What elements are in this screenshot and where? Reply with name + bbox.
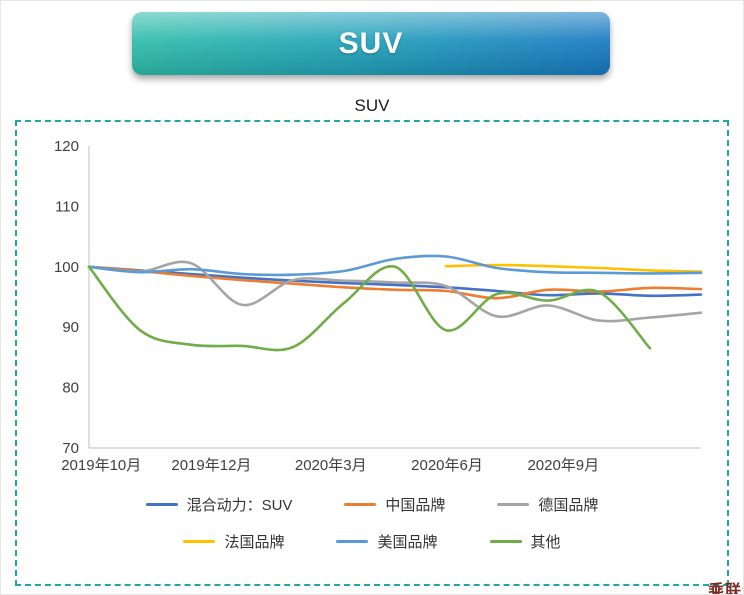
legend-item: 混合动力：SUV [145,494,293,515]
series-line-3 [444,263,703,273]
x-tick-label: 2020年6月 [411,457,483,474]
banner-title: SUV [338,26,404,60]
legend-line-swatch [497,503,530,506]
legend-label: 德国品牌 [538,497,599,514]
legend-line-swatch [183,540,216,543]
y-tick-label: 120 [54,138,79,155]
watermark-fragment: 乘联会 [707,583,743,595]
legend-line-swatch [145,503,178,506]
y-tick-label: 70 [62,440,79,457]
title-banner: SUV [132,12,610,75]
y-tick-label: 100 [54,259,79,276]
legend-item: 法国品牌 [183,531,284,552]
legend-label: 法国品牌 [224,534,285,551]
legend-row: 法国品牌 美国品牌 其他 [183,531,561,552]
x-tick-label: 2019年10月 [61,457,141,474]
chart-panel: 70 80 90 100 110 120 2019年10月 2019年12月 2020年3月 20… [15,120,729,586]
series-line-4 [87,254,703,277]
x-tick-label: 2020年3月 [295,457,367,474]
legend-item: 其他 [489,531,561,552]
y-tick-label: 90 [62,319,79,336]
legend-line-swatch [489,540,522,543]
legend-row: 混合动力：SUV 中国品牌 德国品牌 [145,494,598,515]
legend-item: 中国品牌 [344,494,445,515]
x-tick-label: 2020年9月 [527,457,599,474]
chart-title: SUV [354,96,390,115]
legend-item: 德国品牌 [497,494,598,515]
legend-label: 中国品牌 [385,497,446,514]
y-tick-label: 110 [55,198,79,215]
legend-label: 混合动力：SUV [186,497,293,514]
legend-line-swatch [336,540,369,543]
series-line-5 [87,265,652,352]
y-tick-label: 80 [62,380,79,397]
legend-line-swatch [344,503,377,506]
series-line-2 [87,260,703,323]
legend-label: 美国品牌 [377,534,438,551]
legend-item: 美国品牌 [336,531,438,552]
line-chart: 70 80 90 100 110 120 2019年10月 2019年12月 2020年3月 20… [54,138,703,474]
legend-label: 其他 [530,534,561,551]
chart-legend: 混合动力：SUV 中国品牌 德国品牌法国品牌 美国品牌 其他 [17,494,727,552]
x-tick-label: 2019年12月 [171,457,251,474]
